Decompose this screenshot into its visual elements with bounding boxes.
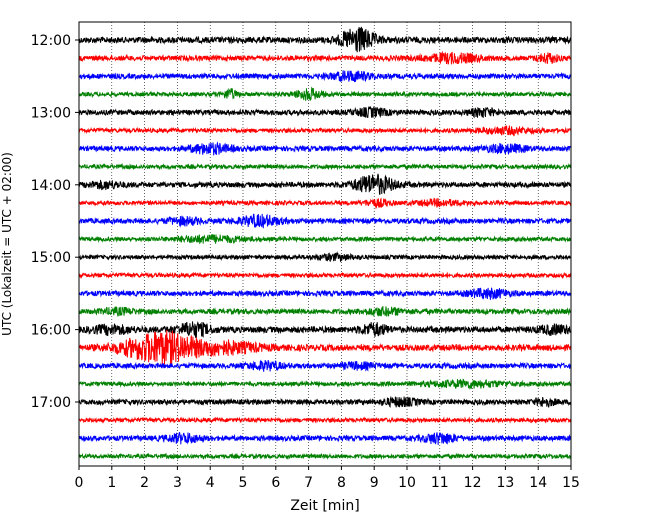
grid-lines	[111, 22, 539, 466]
trace-17:00	[78, 395, 572, 408]
y-axis-label: UTC (Lokalzeit = UTC + 02:00)	[0, 152, 14, 336]
x-axis-label: Zeit [min]	[290, 498, 359, 514]
trace-15:15	[78, 271, 572, 280]
x-tick-label: 5	[239, 475, 248, 491]
plot-frame	[78, 21, 572, 467]
x-tick-label: 15	[562, 475, 580, 491]
trace-14:30	[78, 213, 572, 229]
trace-16:00	[78, 321, 572, 338]
trace-13:00	[78, 106, 572, 119]
y-axis-ticks: 12:00 13:00 14:00 15:00 16:00 17:00	[31, 33, 79, 411]
y-tick-label: 15:00	[31, 250, 71, 266]
x-tick-label: 8	[337, 475, 346, 491]
x-tick-label: 11	[431, 475, 449, 491]
trace-17:30	[78, 431, 572, 445]
trace-12:15	[78, 50, 572, 65]
trace-13:15	[78, 125, 572, 137]
trace-16:30	[78, 359, 572, 372]
trace-14:45	[78, 234, 572, 245]
y-tick-label: 14:00	[31, 178, 71, 194]
x-tick-label: 4	[206, 475, 215, 491]
trace-16:15	[78, 329, 572, 366]
y-tick-label: 17:00	[31, 395, 71, 411]
trace-17:45	[78, 452, 572, 461]
trace-14:00	[78, 173, 572, 195]
trace-13:30	[78, 141, 572, 156]
x-tick-label: 2	[140, 475, 149, 491]
x-tick-label: 1	[107, 475, 116, 491]
y-tick-label: 13:00	[31, 105, 71, 121]
x-tick-label: 7	[304, 475, 313, 491]
trace-12:00	[78, 26, 572, 53]
x-tick-label: 10	[398, 475, 416, 491]
trace-12:30	[78, 70, 572, 83]
x-tick-label: 9	[370, 475, 379, 491]
x-tick-label: 14	[529, 475, 547, 491]
trace-16:45	[78, 378, 572, 390]
trace-15:45	[78, 306, 572, 317]
x-axis-ticks: 0 1 2 3 4 5 6 7 8 9 10 11 12 13 14 15	[75, 466, 580, 491]
trace-15:30	[78, 287, 572, 300]
x-tick-label: 12	[464, 475, 482, 491]
x-tick-label: 13	[496, 475, 514, 491]
trace-13:45	[78, 162, 572, 171]
trace-14:15	[78, 197, 572, 210]
x-tick-label: 3	[173, 475, 182, 491]
trace-15:00	[78, 251, 572, 263]
plot-background	[79, 22, 571, 466]
trace-17:15	[78, 416, 572, 424]
y-tick-label: 12:00	[31, 33, 71, 49]
x-tick-label: 6	[271, 475, 280, 491]
seismogram-traces	[78, 26, 572, 461]
y-tick-label: 16:00	[31, 323, 71, 339]
trace-12:45	[78, 86, 572, 101]
x-tick-label: 0	[75, 475, 84, 491]
